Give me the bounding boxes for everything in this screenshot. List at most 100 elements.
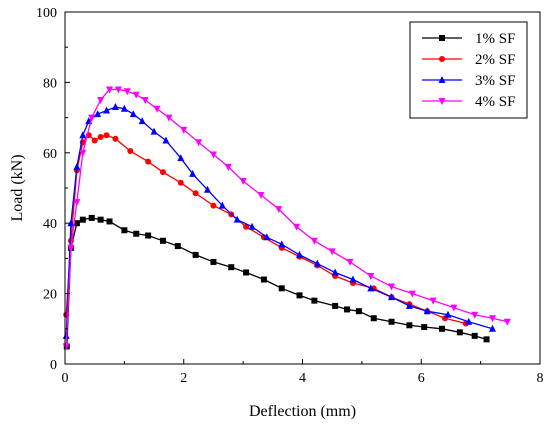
legend-label-2: 3% SF	[475, 73, 515, 89]
series-3-point-25	[388, 283, 396, 291]
series-1-point-14	[210, 202, 217, 209]
series-1-point-6	[97, 133, 104, 140]
series-2-point-7	[111, 103, 119, 111]
y-tick-label-0: 0	[50, 358, 57, 373]
series-2-line	[65, 106, 493, 336]
series-3-point-11	[153, 105, 161, 113]
series-3-point-8	[123, 88, 131, 96]
x-tick-label-2: 4	[299, 371, 306, 386]
series-0-point-13	[210, 258, 217, 265]
series-2-point-11	[150, 127, 158, 135]
series-2-point-2	[73, 162, 81, 170]
series-3-point-13	[180, 126, 188, 134]
y-tick-label-5: 100	[36, 6, 57, 21]
series-0-point-8	[133, 230, 140, 237]
series-2-point-12	[162, 136, 170, 144]
series-0-point-26	[421, 324, 428, 331]
series-0-point-4	[88, 214, 95, 221]
series-0-point-25	[406, 322, 413, 329]
series-3-point-29	[471, 311, 479, 319]
series-0-point-28	[456, 329, 463, 336]
series-2-point-13	[177, 154, 185, 162]
series-3-point-12	[165, 114, 173, 122]
series-0-point-20	[332, 302, 339, 309]
legend-label-0: 1% SF	[475, 31, 515, 47]
series-1-point-10	[145, 158, 152, 165]
legend-label-3: 4% SF	[475, 94, 515, 110]
series-3-point-27	[429, 297, 437, 305]
series-0-point-27	[439, 325, 446, 332]
series-3-point-26	[408, 290, 416, 298]
series-3-point-24	[367, 273, 375, 280]
series-3-point-28	[450, 304, 458, 312]
series-2-point-22	[313, 259, 321, 267]
series-2-point-21	[296, 250, 304, 258]
series-2-point-5	[94, 110, 102, 118]
x-tick-label-0: 0	[62, 371, 69, 386]
series-2-point-6	[103, 106, 111, 114]
series-1-point-11	[159, 169, 166, 176]
series-2-point-15	[204, 185, 211, 193]
series-3-point-15	[209, 151, 217, 159]
series-3-point-3	[79, 149, 87, 157]
series-3-point-9	[132, 91, 140, 99]
series-3-point-14	[195, 139, 203, 147]
series-0-point-23	[370, 315, 377, 322]
legend-label-1: 2% SF	[475, 52, 515, 68]
series-2-point-18	[248, 222, 256, 230]
series-3-point-7	[114, 86, 122, 94]
series-2	[62, 103, 496, 339]
series-2-point-28	[423, 307, 431, 315]
series-2-point-10	[138, 117, 146, 125]
y-tick-label-3: 60	[43, 147, 57, 162]
series-3-point-0	[62, 343, 70, 351]
series-0-point-14	[228, 264, 235, 271]
series-3-point-31	[503, 318, 511, 326]
series-1-point-8	[112, 135, 119, 142]
legend-marker-0	[439, 35, 445, 41]
series-0-point-16	[260, 276, 267, 283]
series-3-point-16	[224, 163, 232, 171]
series-3-point-21	[310, 237, 318, 245]
series-0-point-11	[174, 243, 181, 250]
series-0-point-6	[106, 218, 113, 225]
series-3-point-19	[275, 206, 283, 214]
y-axis-title: Load (kN)	[9, 154, 26, 221]
series-3-point-18	[257, 192, 265, 200]
series-3-point-2	[73, 199, 81, 207]
y-tick-label-2: 40	[43, 217, 57, 232]
series-0-point-5	[97, 216, 104, 223]
series-0-point-7	[121, 227, 128, 234]
series-0-point-15	[243, 269, 250, 276]
x-axis-title: Deflection (mm)	[249, 403, 356, 420]
series-1-point-12	[177, 179, 184, 186]
series-3-point-5	[97, 97, 105, 104]
series-2-point-19	[263, 233, 271, 241]
series-1-point-9	[127, 148, 134, 155]
series-3-point-10	[141, 97, 149, 104]
series-3-point-22	[328, 248, 336, 256]
series-3-point-6	[106, 86, 114, 94]
series-2-point-9	[129, 110, 137, 118]
series-0-point-19	[311, 297, 318, 304]
series-3	[62, 86, 511, 351]
series-2-point-16	[218, 201, 226, 209]
series-2-point-20	[278, 240, 286, 248]
series-3-point-23	[346, 258, 354, 266]
series-layer	[62, 86, 511, 351]
series-2-point-27	[405, 301, 413, 309]
series-0-point-2	[73, 220, 80, 227]
series-0-point-21	[344, 306, 351, 313]
x-tick-label-4: 8	[537, 371, 544, 386]
series-0-point-24	[388, 318, 395, 325]
series-2-point-25	[367, 284, 375, 292]
series-2-point-29	[444, 310, 452, 318]
series-2-point-31	[489, 324, 496, 332]
series-2-point-8	[120, 104, 128, 112]
x-tick-label-1: 2	[180, 371, 187, 386]
series-2-point-26	[388, 293, 396, 301]
series-0-point-10	[159, 237, 166, 244]
series-2-point-23	[331, 268, 339, 276]
series-3-point-4	[88, 114, 96, 122]
